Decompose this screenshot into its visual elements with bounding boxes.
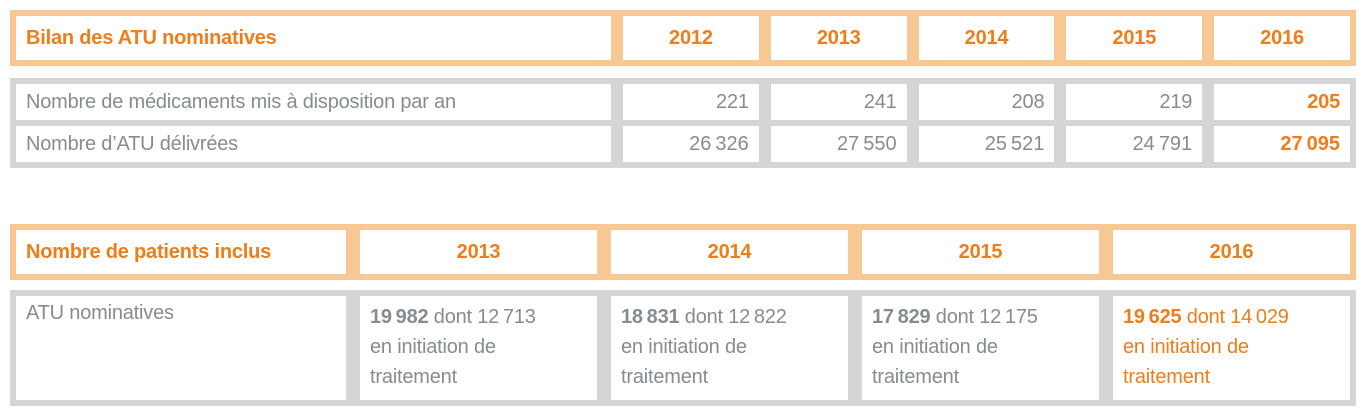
patients-2015-cell: 17 829 dont 12 175 en initiation de trai… bbox=[862, 296, 1099, 400]
patients-table-body: ATU nominatives 19 982 dont 12 713 en in… bbox=[10, 290, 1356, 406]
patients-2016-initiation: dont 14 029 bbox=[1186, 306, 1289, 328]
patients-2015-initiation: dont 12 175 bbox=[935, 306, 1038, 328]
atu-summary-table-body: Nombre de médicaments mis à disposition … bbox=[10, 78, 1356, 168]
patients-2015-line3: traitement bbox=[872, 366, 959, 388]
patients-2016-cell-highlighted: 19 625 dont 14 029 en initiation de trai… bbox=[1113, 296, 1350, 400]
patients-year-header-2016: 2016 bbox=[1113, 230, 1350, 274]
atu-delivrees-2016-highlighted: 27 095 bbox=[1214, 126, 1350, 162]
patients-2014-initiation: dont 12 822 bbox=[684, 306, 787, 328]
patients-year-header-2014: 2014 bbox=[611, 230, 848, 274]
patients-2016-total: 19 625 bbox=[1123, 306, 1182, 328]
year-header-2013: 2013 bbox=[770, 16, 907, 60]
atu-delivrees-2014: 25 521 bbox=[918, 126, 1055, 162]
patients-2015-line2: en initiation de bbox=[872, 336, 998, 358]
patients-2013-line3: traitement bbox=[370, 366, 457, 388]
medicaments-2012: 221 bbox=[623, 84, 759, 120]
row-label-atu-delivrees: Nombre d’ATU délivrées bbox=[16, 126, 611, 162]
patients-2013-initiation: dont 12 713 bbox=[433, 306, 536, 328]
patients-2016-line3: traitement bbox=[1123, 366, 1210, 388]
atu-summary-table-header: Bilan des ATU nominatives 2012 2013 2014… bbox=[10, 10, 1356, 66]
year-header-2015: 2015 bbox=[1066, 16, 1203, 60]
atu-summary-table-title: Bilan des ATU nominatives bbox=[16, 16, 611, 60]
patients-2014-total: 18 831 bbox=[621, 306, 680, 328]
row-label-medicaments: Nombre de médicaments mis à disposition … bbox=[16, 84, 611, 120]
patients-2014-line3: traitement bbox=[621, 366, 708, 388]
patients-2013-total: 19 982 bbox=[370, 306, 429, 328]
year-header-2012: 2012 bbox=[623, 16, 759, 60]
atu-delivrees-2013: 27 550 bbox=[770, 126, 907, 162]
year-header-2014: 2014 bbox=[918, 16, 1055, 60]
patients-year-header-2015: 2015 bbox=[862, 230, 1099, 274]
patients-year-header-2013: 2013 bbox=[360, 230, 597, 274]
patients-table-title: Nombre de patients inclus bbox=[16, 230, 346, 274]
patients-2015-total: 17 829 bbox=[872, 306, 931, 328]
medicaments-2015: 219 bbox=[1066, 84, 1203, 120]
row-label-atu-nominatives: ATU nominatives bbox=[16, 296, 346, 400]
patients-2014-line2: en initiation de bbox=[621, 336, 747, 358]
atu-delivrees-2015: 24 791 bbox=[1066, 126, 1203, 162]
patients-2013-line2: en initiation de bbox=[370, 336, 496, 358]
patients-table-header: Nombre de patients inclus 2013 2014 2015… bbox=[10, 224, 1356, 280]
medicaments-2016-highlighted: 205 bbox=[1214, 84, 1350, 120]
patients-2016-line2: en initiation de bbox=[1123, 336, 1249, 358]
patients-2014-cell: 18 831 dont 12 822 en initiation de trai… bbox=[611, 296, 848, 400]
medicaments-2014: 208 bbox=[918, 84, 1055, 120]
atu-delivrees-2012: 26 326 bbox=[623, 126, 759, 162]
year-header-2016: 2016 bbox=[1214, 16, 1350, 60]
patients-2013-cell: 19 982 dont 12 713 en initiation de trai… bbox=[360, 296, 597, 400]
medicaments-2013: 241 bbox=[770, 84, 907, 120]
